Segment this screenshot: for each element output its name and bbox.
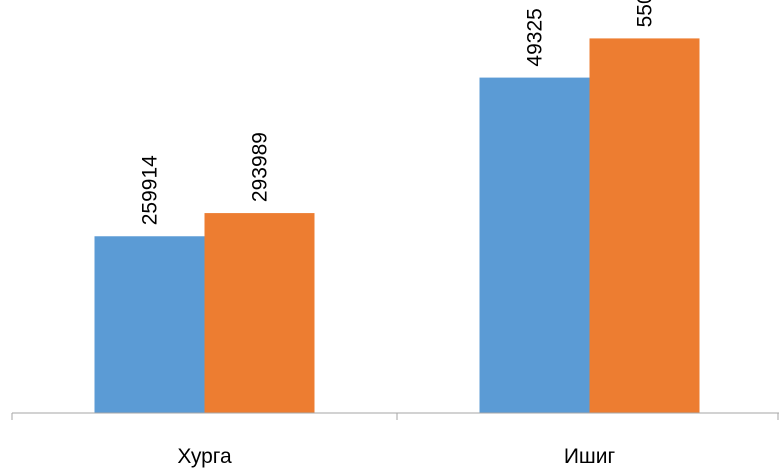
data-label-1-2: 49325 bbox=[524, 8, 547, 66]
bar-2-1 bbox=[205, 213, 315, 413]
bar-2-2 bbox=[590, 38, 700, 413]
data-label-2-1: 293989 bbox=[249, 132, 272, 202]
bar-1-1 bbox=[95, 236, 205, 413]
category-label-1: Хурга bbox=[177, 445, 232, 468]
bars-layer bbox=[95, 38, 700, 413]
bar-1-2 bbox=[480, 78, 590, 413]
category-labels-layer: Хурга Ишиг bbox=[177, 445, 615, 468]
x-axis bbox=[12, 413, 779, 420]
data-label-1-1: 259914 bbox=[139, 155, 162, 225]
category-label-2: Ишиг bbox=[564, 445, 616, 468]
data-label-2-2: 550 bbox=[634, 0, 657, 27]
